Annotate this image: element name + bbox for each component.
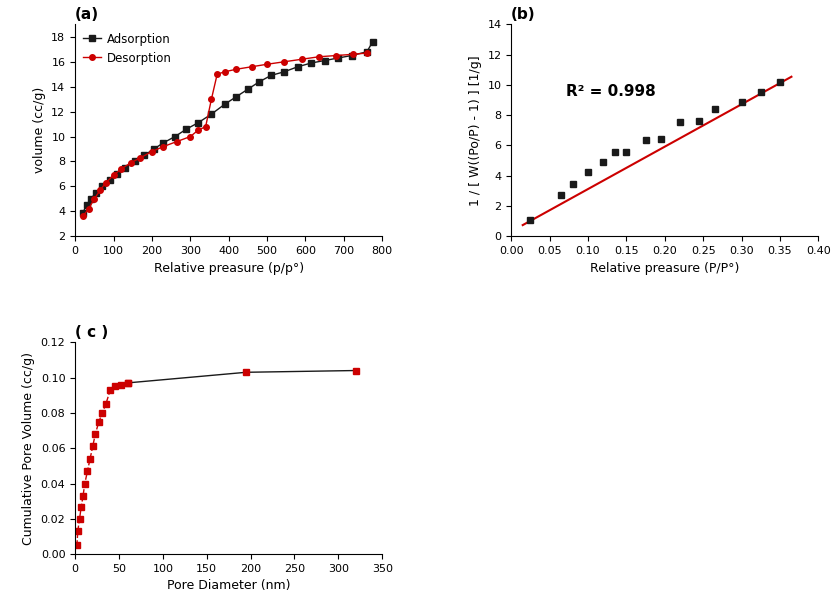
Desorption <box>246 63 256 71</box>
Adsorption <box>181 125 191 133</box>
Adsorption <box>293 63 303 71</box>
Desorption <box>314 53 324 60</box>
Desorption <box>348 51 358 58</box>
Adsorption <box>193 119 203 127</box>
Adsorption <box>91 189 101 196</box>
Desorption <box>78 213 88 220</box>
Adsorption <box>367 38 377 46</box>
Text: R² = 0.998: R² = 0.998 <box>566 83 656 99</box>
Adsorption <box>104 177 114 184</box>
Desorption <box>84 205 94 213</box>
Adsorption <box>220 100 230 108</box>
Desorption <box>89 195 99 203</box>
Desorption <box>109 172 119 179</box>
Desorption <box>280 58 290 65</box>
Desorption <box>135 154 145 161</box>
Adsorption <box>266 72 276 79</box>
Adsorption <box>78 209 88 216</box>
Text: (b): (b) <box>511 7 536 22</box>
Adsorption <box>149 146 159 153</box>
Text: ( c ): ( c ) <box>75 325 109 340</box>
Adsorption <box>97 183 107 190</box>
Desorption <box>206 96 216 103</box>
Desorption <box>331 52 342 59</box>
Adsorption <box>85 195 95 203</box>
Desorption <box>126 159 136 166</box>
Desorption <box>101 179 111 186</box>
Legend: Adsorption, Desorption: Adsorption, Desorption <box>81 30 175 67</box>
X-axis label: Relative preasure (P/P°): Relative preasure (P/P°) <box>590 262 740 275</box>
Adsorption <box>82 202 92 209</box>
Desorption <box>116 165 126 172</box>
Adsorption <box>120 164 130 171</box>
Adsorption <box>320 57 330 64</box>
Desorption <box>95 186 105 194</box>
X-axis label: Relative preasure (p/p°): Relative preasure (p/p°) <box>154 262 304 275</box>
Desorption <box>185 133 195 140</box>
Desorption <box>159 143 169 150</box>
Adsorption <box>113 171 123 178</box>
Adsorption <box>362 48 372 55</box>
Y-axis label: Cumulative Pore Volume (cc/g): Cumulative Pore Volume (cc/g) <box>22 352 35 544</box>
Adsorption <box>280 68 290 76</box>
X-axis label: Pore Diameter (nm): Pore Diameter (nm) <box>167 580 291 593</box>
Line: Adsorption: Adsorption <box>80 39 376 216</box>
Desorption <box>231 66 241 73</box>
Adsorption <box>231 93 241 100</box>
Line: Desorption: Desorption <box>80 51 370 219</box>
Text: (a): (a) <box>75 7 99 22</box>
Desorption <box>147 148 157 155</box>
Desorption <box>362 49 372 57</box>
Adsorption <box>206 110 216 118</box>
Y-axis label: volume (cc/g): volume (cc/g) <box>33 87 46 174</box>
Desorption <box>200 123 210 130</box>
Desorption <box>193 127 203 134</box>
Adsorption <box>255 78 265 85</box>
Desorption <box>220 68 230 76</box>
Adsorption <box>129 158 139 165</box>
Adsorption <box>333 54 343 62</box>
Adsorption <box>170 133 180 140</box>
Adsorption <box>243 85 253 93</box>
Adsorption <box>139 152 149 159</box>
Y-axis label: 1 / [ W((Po/P) - 1) ] [1/g]: 1 / [ W((Po/P) - 1) ] [1/g] <box>468 55 482 206</box>
Adsorption <box>347 52 357 59</box>
Desorption <box>262 61 272 68</box>
Adsorption <box>159 139 169 146</box>
Desorption <box>172 138 182 145</box>
Adsorption <box>306 59 316 66</box>
Desorption <box>296 55 306 63</box>
Desorption <box>212 71 222 78</box>
